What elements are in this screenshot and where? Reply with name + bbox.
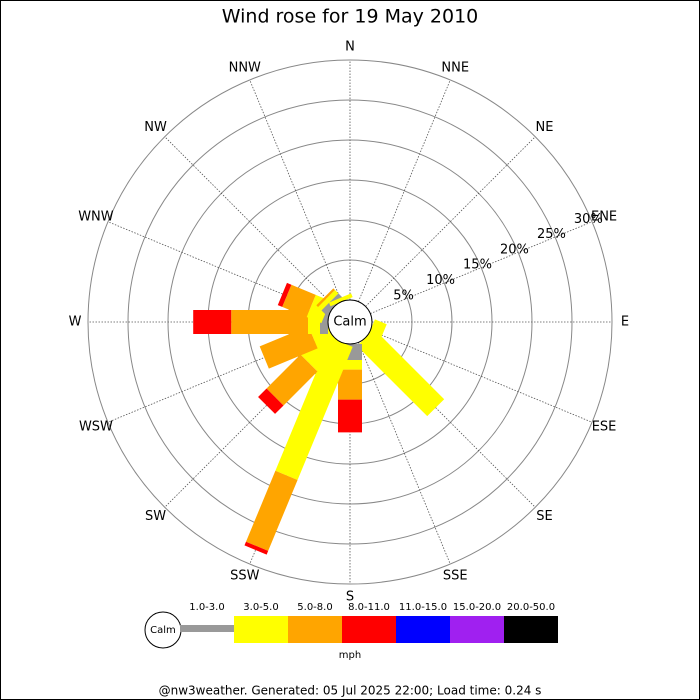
direction-label: N [345, 40, 355, 55]
legend-swatch [180, 625, 234, 632]
bar-segment [275, 337, 353, 480]
bar-segment [258, 388, 284, 414]
direction-label: S [346, 590, 354, 605]
bar-segment [244, 541, 269, 555]
bar-segment [259, 326, 318, 369]
chart-title: Wind rose for 19 May 2010 [222, 6, 479, 28]
bar-segment [282, 284, 316, 318]
bar-segment [338, 369, 362, 400]
direction-label: WSW [79, 420, 113, 435]
spoke [249, 79, 342, 302]
direction-label: E [621, 315, 629, 330]
direction-label: SSW [230, 569, 260, 584]
legend-label: 1.0-3.0 [189, 602, 224, 613]
direction-label: NNE [441, 60, 469, 75]
direction-label: NNW [229, 60, 261, 75]
legend-label: 15.0-20.0 [453, 602, 501, 613]
direction-label: ENE [591, 209, 617, 224]
bar-segment [338, 399, 362, 433]
spoke [370, 221, 593, 314]
bar-segment [316, 288, 336, 308]
direction-label: SSE [443, 569, 468, 584]
spoke [358, 342, 451, 565]
legend-swatch [288, 616, 342, 643]
legend-label: 3.0-5.0 [243, 602, 278, 613]
spoke [164, 136, 335, 307]
bar-segment [277, 282, 292, 307]
direction-label: NW [144, 120, 167, 135]
bar-segment [266, 354, 318, 406]
ring-label: 20% [500, 242, 529, 257]
calm-label: Calm [333, 315, 366, 330]
bar-segment [318, 290, 339, 311]
ring-label: 30% [574, 212, 603, 227]
legend-swatch [342, 616, 396, 643]
legend-calm-label: Calm [150, 625, 176, 636]
bar-segment [245, 470, 298, 551]
ring [127, 99, 573, 545]
ring-label: 10% [426, 273, 455, 288]
spoke [358, 79, 451, 302]
direction-label: ESE [592, 420, 617, 435]
ring [87, 59, 613, 585]
direction-label: NE [535, 120, 553, 135]
ring-label: 5% [393, 288, 414, 303]
spoke [370, 330, 593, 423]
calm-circle [327, 299, 373, 345]
bar-segment [193, 310, 232, 334]
legend-swatch [504, 616, 558, 643]
direction-label: SE [536, 509, 552, 524]
direction-label: SW [145, 509, 166, 524]
legend-label: 20.0-50.0 [507, 602, 555, 613]
footer: @nw3weather. Generated: 05 Jul 2025 22:0… [159, 684, 542, 698]
bar-segment [231, 310, 308, 334]
units-label: mph [339, 650, 361, 661]
legend-swatch [450, 616, 504, 643]
legend-label: 11.0-15.0 [399, 602, 447, 613]
spoke [365, 136, 536, 307]
direction-label: WNW [78, 209, 114, 224]
bar-segment [328, 293, 353, 307]
legend-label: 8.0-11.0 [348, 602, 390, 613]
legend-swatch [234, 616, 288, 643]
legend-label: 5.0-8.0 [297, 602, 332, 613]
legend-swatch [396, 616, 450, 643]
ring-label: 15% [463, 258, 492, 273]
ring-label: 25% [537, 227, 566, 242]
bar-segment [357, 329, 445, 417]
direction-label: W [69, 315, 82, 330]
